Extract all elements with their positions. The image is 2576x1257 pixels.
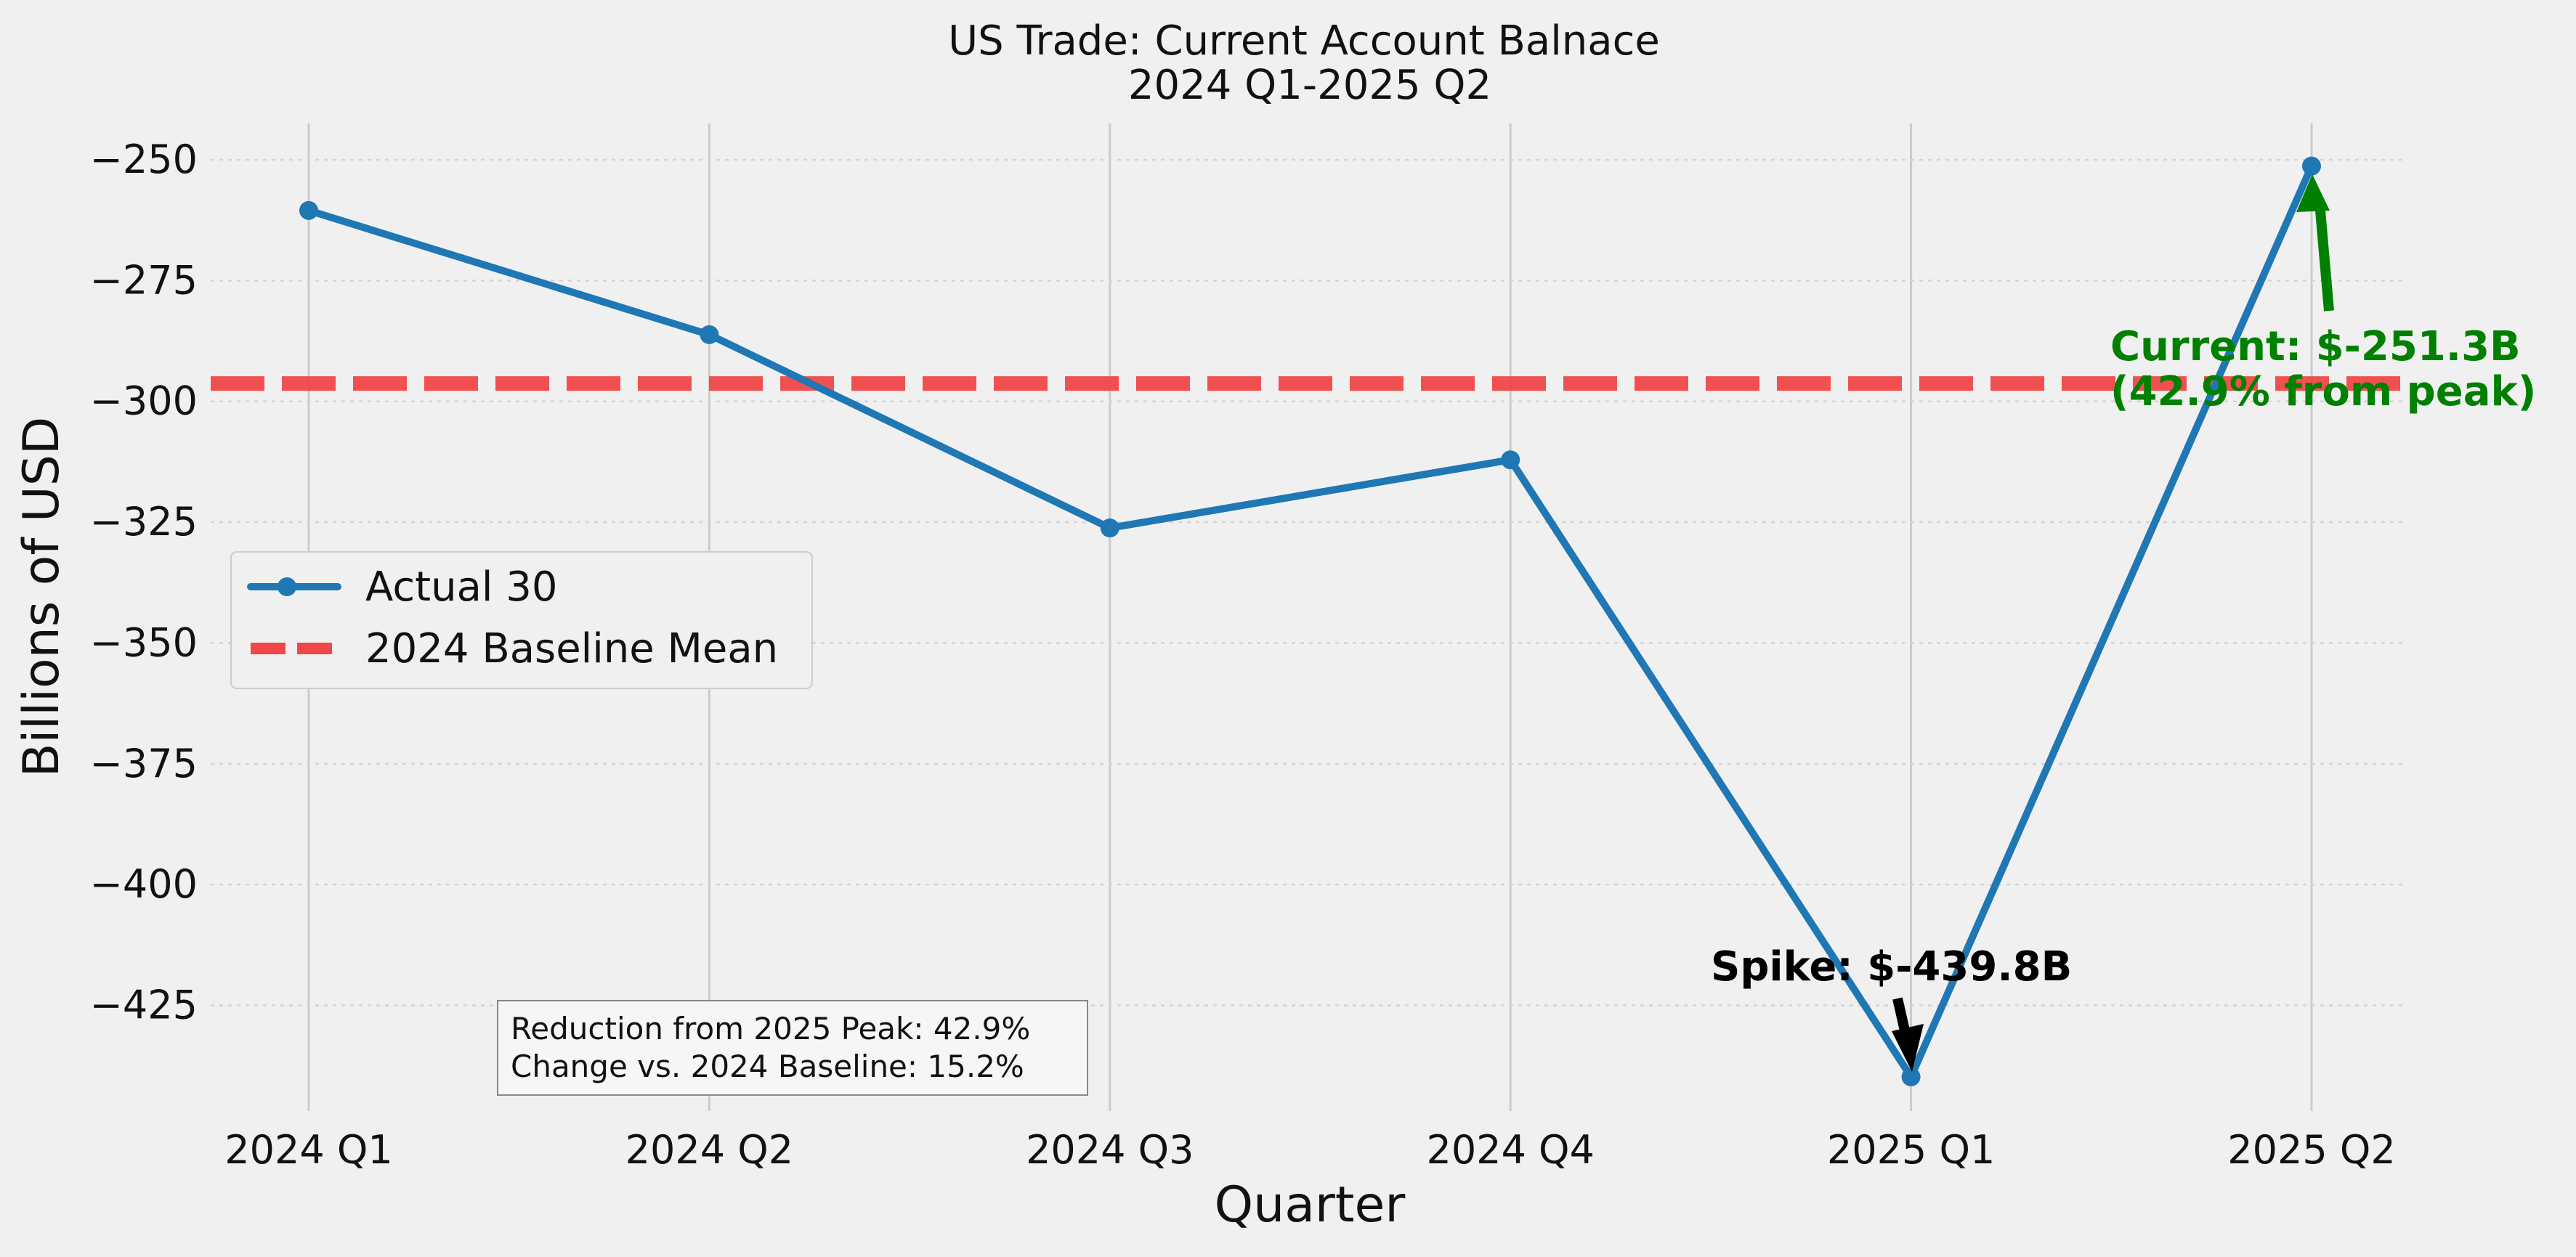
legend-swatch-series-marker [278,577,296,596]
stats-box-frame [497,1000,1088,1096]
series-line-actual [305,162,2315,1081]
chart-title: US Trade: Current Account Balnace [948,17,1660,65]
chart-subtitle: 2024 Q1-2025 Q2 [1128,62,1491,109]
annotation-current-text-line2: (42.9% from peak) [2110,368,2536,415]
x-tick-label: 2024 Q1 [224,1127,392,1173]
legend: Actual 30 2024 Baseline Mean [230,551,813,689]
data-point [2302,156,2321,176]
y-tick-label: −350 [90,619,198,665]
legend-label-baseline: 2024 Baseline Mean [365,625,778,672]
annotation-current: Current: $-251.3B (42.9% from peak) [2110,174,2536,415]
annotation-spike-arrowhead [1892,1024,1924,1072]
data-points [299,156,2321,1086]
stats-line-change: Change vs. 2024 Baseline: 15.2% [511,1049,1024,1084]
y-tick-label: −300 [90,378,198,424]
y-tick-label: −275 [90,257,198,303]
annotation-current-text-line1: Current: $-251.3B [2110,323,2521,370]
data-point [1901,1067,1921,1086]
x-tick-label: 2024 Q4 [1426,1127,1594,1173]
legend-label-series: Actual 30 [365,564,558,611]
y-tick-labels: −250 −275 −300 −325 −350 −375 −400 −425 [90,137,198,1028]
annotation-spike: Spike: $-439.8B [1711,943,2072,1072]
y-tick-label: −250 [90,137,198,182]
y-tick-label: −425 [90,982,198,1028]
annotation-current-arrow-shaft [2315,210,2334,312]
stats-box: Reduction from 2025 Peak: 42.9% Change v… [497,1000,1088,1096]
legend-box [230,551,813,689]
x-axis-label: Quarter [1215,1176,1406,1234]
x-tick-label: 2025 Q1 [1827,1127,1995,1173]
annotation-current-arrowhead [2296,174,2330,212]
stats-line-reduction: Reduction from 2025 Peak: 42.9% [511,1011,1030,1046]
x-tick-label: 2024 Q2 [625,1127,793,1173]
data-point [1501,450,1520,470]
data-point [299,200,318,220]
y-tick-label: −400 [90,861,198,907]
x-tick-label: 2025 Q2 [2227,1127,2395,1173]
y-tick-label: −325 [90,499,198,545]
y-axis-label: Billions of USD [13,417,70,777]
data-point [1100,518,1119,538]
annotation-spike-text: Spike: $-439.8B [1711,943,2072,990]
x-tick-labels: 2024 Q1 2024 Q2 2024 Q3 2024 Q4 2025 Q1 2025 … [224,1127,2395,1173]
x-tick-label: 2024 Q3 [1026,1127,1194,1173]
y-tick-label: −375 [90,741,198,786]
data-point [700,325,719,344]
